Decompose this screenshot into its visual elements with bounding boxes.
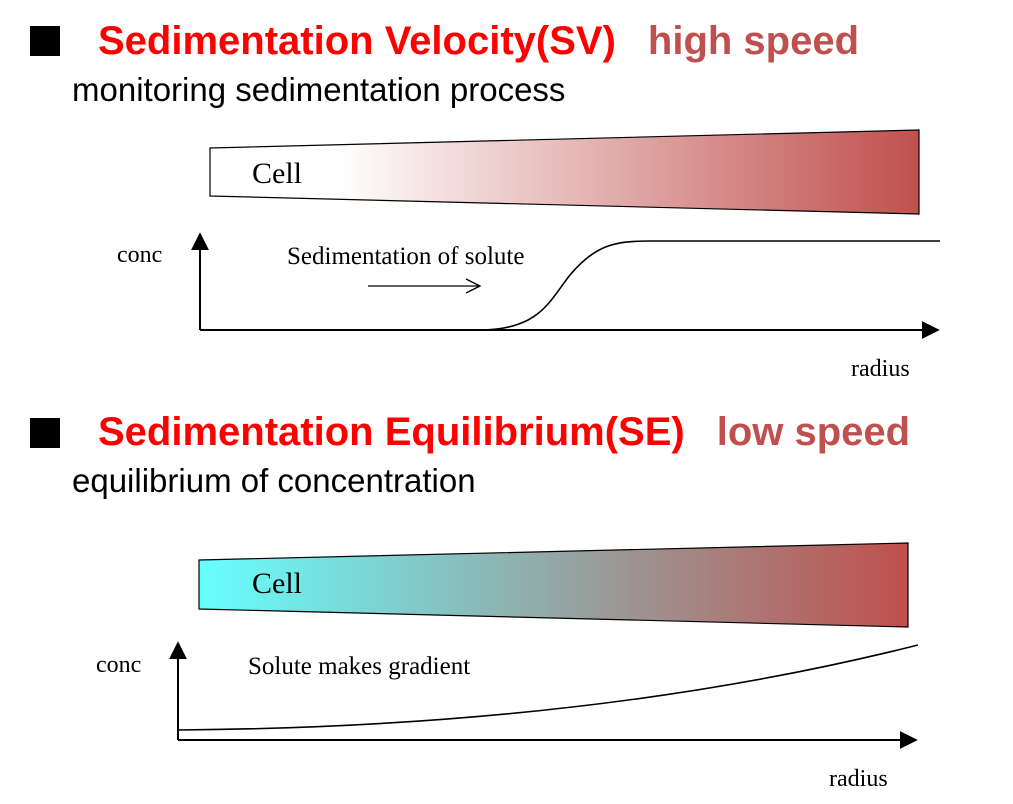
sv-heading: Sedimentation Velocity(SV) high speed bbox=[98, 21, 859, 61]
sv-x-axis-label: radius bbox=[851, 356, 910, 382]
se-annotation: Solute makes gradient bbox=[248, 653, 470, 680]
se-speed-label: low speed bbox=[716, 410, 911, 454]
sv-mode-title: Sedimentation Velocity(SV) bbox=[98, 19, 616, 63]
sv-speed-label: high speed bbox=[647, 19, 860, 63]
se-subtitle: equilibrium of concentration bbox=[72, 462, 476, 499]
sv-section: Sedimentation Velocity(SV) high speed mon… bbox=[0, 0, 1013, 390]
sv-annotation: Sedimentation of solute bbox=[287, 243, 524, 270]
se-cell-wedge bbox=[198, 542, 909, 628]
se-bullet-square-icon bbox=[30, 418, 60, 448]
se-section: Sedimentation Equilibrium(SE) low speed e… bbox=[0, 390, 1013, 804]
sv-concentration-curve bbox=[479, 240, 940, 331]
sv-diagram: Cell conc radius Sedimentation of solute bbox=[117, 129, 940, 382]
se-concentration-curve bbox=[177, 644, 919, 731]
se-y-axis-label: conc bbox=[96, 652, 141, 678]
se-heading: Sedimentation Equilibrium(SE) low speed bbox=[98, 412, 910, 452]
sv-cell-label: Cell bbox=[252, 157, 302, 190]
se-mode-title: Sedimentation Equilibrium(SE) bbox=[98, 410, 685, 454]
sv-cell-wedge bbox=[209, 129, 920, 215]
sv-annotation-arrow-head-icon bbox=[465, 278, 482, 294]
sv-y-axis-label: conc bbox=[117, 242, 162, 268]
se-x-axis-label: radius bbox=[829, 766, 888, 792]
sv-bullet-square-icon bbox=[30, 26, 60, 56]
se-cell-label: Cell bbox=[252, 567, 302, 600]
sv-subtitle: monitoring sedimentation process bbox=[72, 71, 566, 108]
se-diagram: Cell conc radius Solute makes gradient bbox=[96, 542, 919, 792]
